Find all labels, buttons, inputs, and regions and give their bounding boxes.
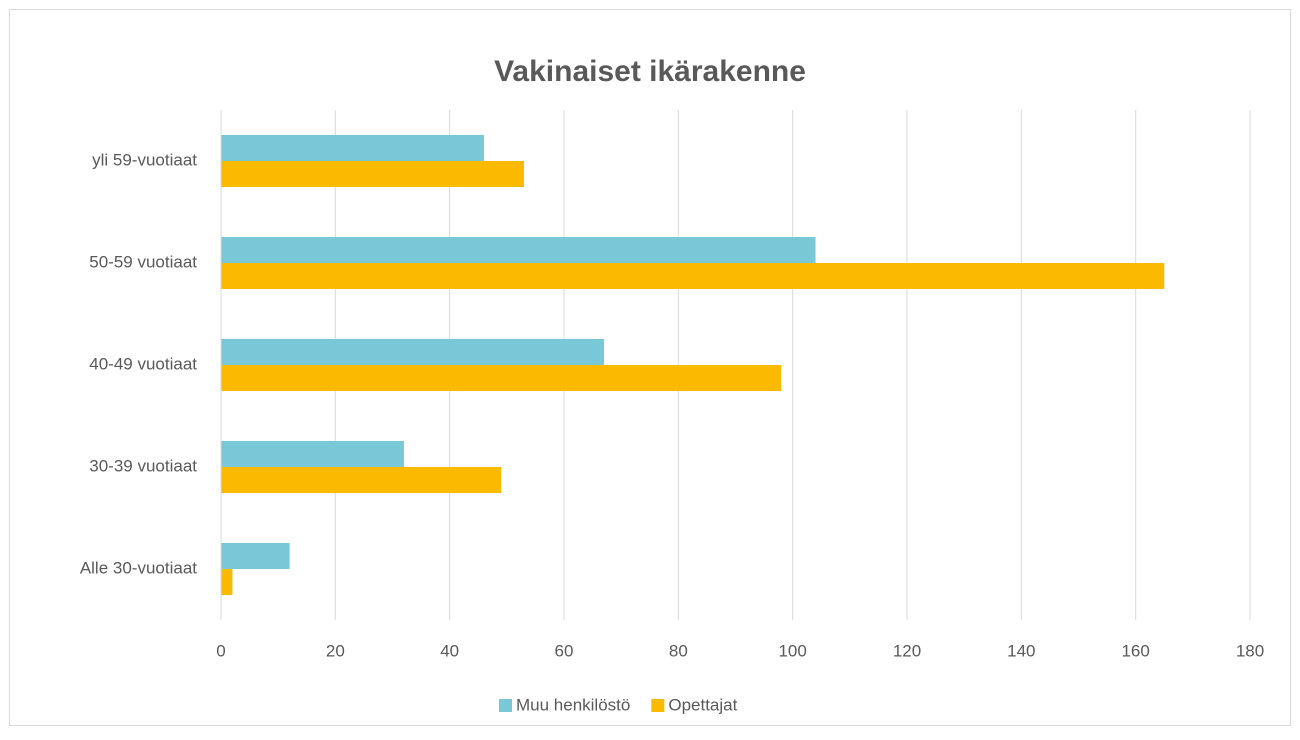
chart-title: Vakinaiset ikärakenne: [494, 55, 806, 88]
bar: [221, 543, 290, 569]
bar: [221, 237, 816, 263]
bar: [221, 161, 524, 187]
x-tick-label: 100: [778, 641, 806, 660]
bar: [221, 339, 605, 365]
bar: [221, 569, 233, 595]
x-tick-label: 120: [893, 641, 921, 660]
bar: [221, 135, 484, 161]
bar: [221, 441, 404, 467]
y-tick-label: 40-49 vuotiaat: [89, 354, 197, 373]
legend-swatch: [499, 699, 512, 712]
legend-label: Muu henkilöstö: [516, 695, 630, 714]
bar: [221, 467, 502, 493]
x-tick-label: 80: [669, 641, 688, 660]
y-tick-label: 30-39 vuotiaat: [89, 456, 197, 475]
legend-swatch: [651, 699, 665, 712]
x-tick-label: 180: [1236, 641, 1264, 660]
legend-label: Opettajat: [668, 695, 737, 714]
x-tick-label: 0: [216, 641, 225, 660]
x-tick-label: 140: [1007, 641, 1035, 660]
x-tick-label: 60: [555, 641, 574, 660]
y-tick-label: yli 59-vuotiaat: [92, 150, 197, 169]
bar: [221, 263, 1165, 289]
x-tick-label: 20: [326, 641, 345, 660]
x-tick-label: 40: [440, 641, 459, 660]
x-tick-label: 160: [1121, 641, 1149, 660]
y-tick-label: Alle 30-vuotiaat: [80, 558, 197, 577]
bar: [221, 365, 782, 391]
y-tick-label: 50-59 vuotiaat: [89, 252, 197, 271]
